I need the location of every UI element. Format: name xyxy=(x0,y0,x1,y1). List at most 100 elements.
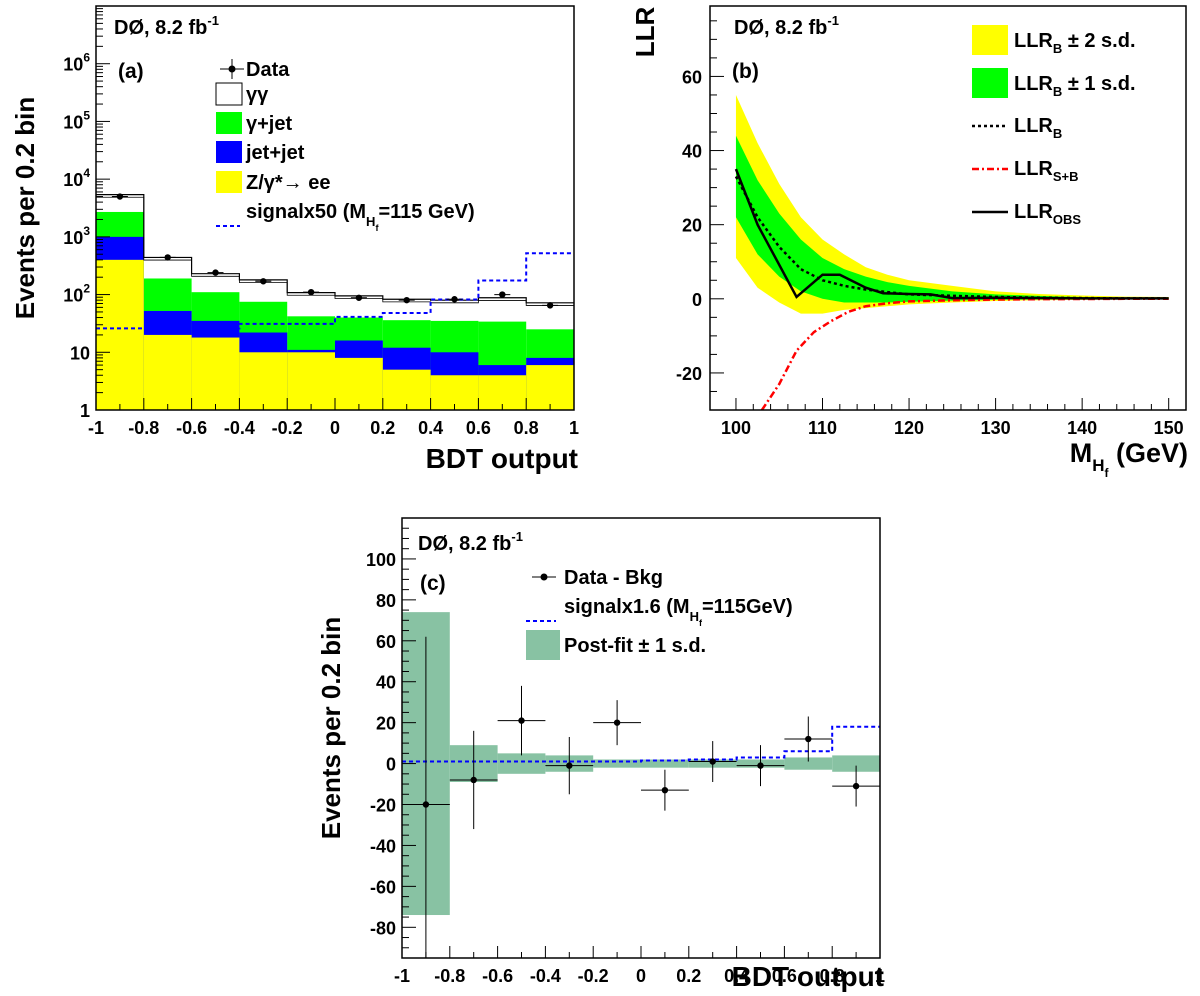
panel-c-y-tick-label-8: 80 xyxy=(376,591,396,611)
panel-c-y-tick-label-9: 100 xyxy=(366,550,396,570)
panel-a-bar-z-ee-6 xyxy=(382,369,431,410)
panel-c-data-point-3 xyxy=(566,762,573,769)
panel-c: -1 -0.8 -0.6 -0.4 -0.2 0 0.2 0.4 0.6 0.8 1 -80 -60 -4… xyxy=(316,517,885,992)
panel-b-x-tick-label-5: 150 xyxy=(1154,418,1184,438)
panel-c-postfit-band-4 xyxy=(593,759,641,768)
panel-c-legend-postfit-swatch xyxy=(526,630,560,660)
panel-a: -1 -0.8 -0.6 -0.4 -0.2 0 0.2 0.4 0.6 0.8 1 1 10 102 10… xyxy=(10,5,579,474)
panel-a-data-point-8 xyxy=(499,291,506,298)
panel-b-legend-label-1: LLRB ± 1 s.d. xyxy=(1014,73,1136,99)
panel-b-axes: 100 110 120 130 140 150 -20 0 20 40 60 xyxy=(676,20,1184,438)
panel-c-y-tick-label-4: 0 xyxy=(386,755,396,775)
panel-a-y-tick-label-5: 105 xyxy=(63,108,90,132)
panel-b-x-tick-label-4: 140 xyxy=(1067,418,1097,438)
panel-a-legend-marker-dot xyxy=(228,65,236,73)
panel-b-legend: LLRB ± 2 s.d. LLRB ± 1 s.d. LLRB LLRS+B LLRO… xyxy=(972,25,1136,227)
panel-c-y-tick-label-7: 60 xyxy=(376,632,396,652)
panel-c-y-axis-label: Events per 0.2 bin xyxy=(316,617,346,840)
panel-a-axes: -1 -0.8 -0.6 -0.4 -0.2 0 0.2 0.4 0.6 0.8 1 1 10 102 10… xyxy=(63,8,579,438)
panel-b-band-2sd xyxy=(735,94,1169,314)
panel-b-legend-swatch-2sd xyxy=(972,25,1008,55)
panel-a-legend-label-2: γ+jet xyxy=(246,113,292,135)
panel-a-bar-z-ee-3 xyxy=(239,352,288,410)
panel-a-x-tick-label-3: -0.4 xyxy=(224,418,255,438)
panel-a-x-tick-label-1: -0.8 xyxy=(128,418,159,438)
panel-a-y-tick-label-1: 10 xyxy=(70,343,90,363)
panel-a-panel-label: (a) xyxy=(118,60,144,83)
panel-c-data-point-1 xyxy=(470,776,477,784)
panel-c-y-tick-label-2: -40 xyxy=(370,836,396,856)
panel-c-data-point-5 xyxy=(661,786,669,794)
panel-c-y-tick-label-3: -20 xyxy=(370,796,396,816)
panel-a-legend-label-0: Data xyxy=(246,59,290,81)
panel-a-bar-z-ee-0 xyxy=(96,259,144,410)
panel-b-x-tick-label-2: 120 xyxy=(894,418,924,438)
panel-a-legend-swatch-2 xyxy=(216,112,242,134)
panel-a-x-tick-label-8: 0.6 xyxy=(466,418,491,438)
panel-b-y-tick-label-4: 60 xyxy=(682,67,702,87)
panel-c-y-tick-label-0: -80 xyxy=(370,918,396,938)
panel-b-legend-label-3: LLRS+B xyxy=(1014,158,1079,184)
panel-a-bar-z-ee-5 xyxy=(335,357,383,410)
panel-a-experiment-label: DØ, 8.2 fb-1 xyxy=(114,13,219,39)
panel-c-data-point-8 xyxy=(805,735,812,743)
panel-c-x-tick-label-10: 1 xyxy=(875,966,885,986)
panel-b: 100 110 120 130 140 150 -20 0 20 40 60 DØ, 8.2 fb-… xyxy=(630,5,1188,480)
panel-a-x-tick-label-7: 0.4 xyxy=(418,418,443,438)
panel-b-y-tick-label-2: 20 xyxy=(682,216,702,236)
panel-b-legend-label-2: LLRB xyxy=(1014,115,1062,141)
panel-c-x-tick-label-1: -0.8 xyxy=(434,966,465,986)
panel-b-clipped-content xyxy=(734,94,1169,410)
panel-a-legend-label-3: jet+jet xyxy=(245,142,305,164)
panel-c-panel-label: (c) xyxy=(420,572,446,595)
panel-c-x-axis-label: BDT output xyxy=(732,961,884,992)
panel-a-y-tick-label-6: 106 xyxy=(63,51,90,75)
panel-c-postfit-band-5 xyxy=(641,759,689,768)
panel-a-x-tick-label-6: 0.2 xyxy=(370,418,395,438)
panel-c-axes: -1 -0.8 -0.6 -0.4 -0.2 0 0.2 0.4 0.6 0.8 1 -80 -60 -4… xyxy=(366,527,885,986)
panel-c-x-tick-label-5: 0 xyxy=(636,966,646,986)
panel-b-panel-label: (b) xyxy=(732,60,759,83)
panel-b-x-axis-label: MHf (GeV) xyxy=(1070,438,1188,480)
panel-a-data-point-6 xyxy=(403,296,410,304)
panel-c-data-point-2 xyxy=(518,717,525,724)
panel-a-x-tick-label-5: 0 xyxy=(330,418,340,438)
panel-a-data-point-7 xyxy=(451,296,458,303)
panel-a-legend: Data γγ γ+jet jet+jet Z/γ*→ ee signalx50 (MHf… xyxy=(215,59,475,233)
panel-c-y-tick-label-1: -60 xyxy=(370,877,396,897)
panel-a-x-tick-label-10: 1 xyxy=(569,418,579,438)
panel-b-llr-obs-line xyxy=(734,168,1169,300)
panel-c-x-tick-label-4: -0.2 xyxy=(578,966,609,986)
panel-c-x-tick-label-9: 0.8 xyxy=(820,966,845,986)
panel-a-data-point-2 xyxy=(212,269,219,276)
panel-c-data-point-0 xyxy=(422,801,430,808)
panel-a-bar-z-ee-4 xyxy=(287,352,335,410)
panel-a-gamma-gamma-outline-lower xyxy=(96,196,574,306)
panel-c-x-tick-label-8: 0.6 xyxy=(772,966,797,986)
panel-a-legend-swatch-4 xyxy=(216,171,242,193)
panel-c-legend-marker-dot xyxy=(540,573,548,581)
panel-b-legend-label-4: LLROBS xyxy=(1014,201,1081,227)
panel-b-experiment-label: DØ, 8.2 fb-1 xyxy=(734,13,839,39)
panel-c-data-point-4 xyxy=(613,719,621,726)
panel-a-y-axis-label: Events per 0.2 bin xyxy=(10,97,40,320)
panel-a-data-point-5 xyxy=(355,294,363,301)
panel-a-y-tick-label-0: 1 xyxy=(80,401,90,421)
panel-b-frame xyxy=(709,5,1187,411)
panel-b-y-tick-label-3: 40 xyxy=(682,142,702,162)
panel-a-bar-z-ee-9 xyxy=(526,365,574,410)
panel-c-plot-content xyxy=(402,612,880,958)
panel-c-x-tick-label-7: 0.4 xyxy=(724,966,749,986)
panel-a-data-point-9 xyxy=(546,302,554,309)
panel-c-experiment-label: DØ, 8.2 fb-1 xyxy=(418,529,523,555)
panel-b-legend-label-0: LLRB ± 2 s.d. xyxy=(1014,30,1136,56)
panel-c-postfit-band-8 xyxy=(784,757,833,770)
panel-a-legend-label-4: Z/γ*→ ee xyxy=(246,172,330,194)
panel-c-x-tick-label-0: -1 xyxy=(394,966,410,986)
panel-c-legend: Data - Bkg signalx1.6 (MHf=115GeV) Post-fi… xyxy=(526,567,793,660)
panel-c-legend-label-0: Data - Bkg xyxy=(564,567,663,589)
panel-b-legend-swatch-1sd xyxy=(972,68,1008,98)
panel-c-x-tick-label-2: -0.6 xyxy=(482,966,513,986)
panel-a-x-tick-label-2: -0.6 xyxy=(176,418,207,438)
